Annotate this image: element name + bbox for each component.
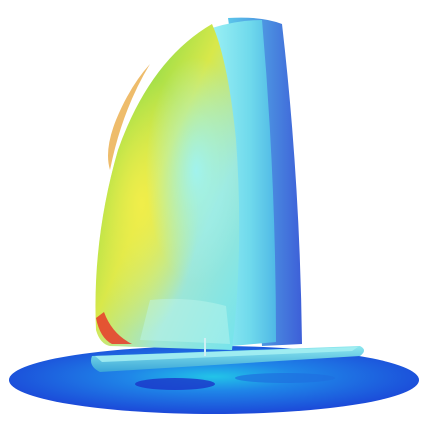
water-wake-shadow	[135, 378, 215, 390]
spinnaker-cyan-band	[95, 24, 240, 350]
spinnaker-luff-pressure	[108, 64, 150, 170]
spinnaker-foot-red	[96, 312, 132, 344]
water-wake-shadow-2	[235, 373, 335, 383]
spinnaker-foot-light	[140, 298, 230, 344]
hull-deck	[95, 347, 358, 362]
